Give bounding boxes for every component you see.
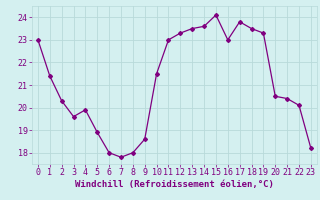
X-axis label: Windchill (Refroidissement éolien,°C): Windchill (Refroidissement éolien,°C) [75, 180, 274, 189]
